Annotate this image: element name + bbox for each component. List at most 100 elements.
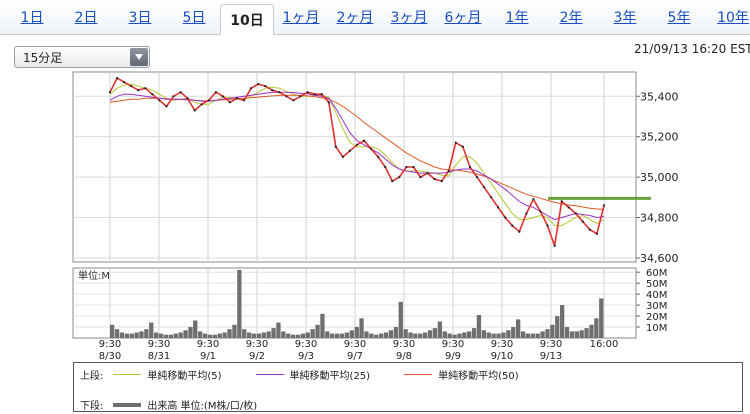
- volume-bar: [599, 298, 604, 338]
- price-point: [306, 91, 309, 94]
- volume-bar: [383, 332, 389, 338]
- price-point: [179, 91, 182, 94]
- volume-bar: [281, 331, 286, 338]
- volume-bar: [144, 329, 149, 338]
- volume-bar: [232, 324, 237, 338]
- volume-bar: [173, 333, 178, 338]
- volume-bar: [354, 327, 359, 338]
- legend-lower-row: 下段: 出来高 単位:(M株/口/枚): [80, 397, 257, 412]
- tab-period-8[interactable]: 6ヶ月: [444, 10, 482, 26]
- volume-bar: [168, 334, 173, 338]
- legend-item: 単純移動平均(25): [255, 367, 370, 382]
- volume-bar: [511, 327, 516, 338]
- tab-period-0[interactable]: 1日: [20, 10, 44, 26]
- price-point: [207, 99, 210, 102]
- price-point: [123, 81, 126, 84]
- volume-bar: [535, 333, 540, 338]
- volume-bar: [242, 329, 247, 338]
- volume-bar: [369, 333, 374, 338]
- tab-period-1[interactable]: 2日: [74, 10, 98, 26]
- tab-period-11[interactable]: 3年: [613, 10, 637, 26]
- price-point: [137, 89, 140, 92]
- price-point: [370, 147, 373, 150]
- price-point: [490, 196, 493, 199]
- price-point: [440, 180, 443, 183]
- volume-bar: [467, 331, 472, 338]
- volume-bar: [486, 332, 491, 338]
- volume-bar: [525, 333, 530, 338]
- x-tick-time: 9:30: [344, 339, 366, 350]
- volume-bar: [564, 327, 570, 338]
- price-point: [363, 139, 366, 142]
- price-point: [257, 83, 260, 86]
- x-tick-date: 9/1: [200, 351, 216, 362]
- price-point: [250, 87, 253, 90]
- interval-select[interactable]: 15分足: [14, 46, 150, 68]
- price-point: [475, 176, 479, 179]
- volume-unit-label: 単位:M: [78, 269, 110, 282]
- tab-period-5[interactable]: 1ヶ月: [282, 10, 320, 26]
- y-tick-label: 34,800: [640, 212, 679, 225]
- x-tick-time: 9:30: [540, 339, 562, 350]
- volume-tick-label: 60M: [646, 268, 667, 279]
- volume-bar: [139, 331, 144, 338]
- volume-bar: [491, 333, 496, 338]
- volume-bar: [320, 313, 325, 338]
- legend-item-label: 単純移動平均(50): [438, 371, 519, 382]
- legend-line-swatch: [404, 374, 433, 375]
- legend-lower-label: 下段:: [80, 401, 104, 412]
- tab-period-10[interactable]: 2年: [559, 10, 583, 26]
- price-point: [130, 85, 133, 88]
- volume-bar: [188, 327, 193, 338]
- price-point: [511, 224, 514, 227]
- volume-bar: [555, 316, 560, 338]
- price-point: [518, 230, 521, 233]
- price-point: [228, 101, 232, 104]
- volume-bar: [207, 334, 213, 338]
- price-point: [278, 91, 281, 94]
- price-point: [497, 206, 500, 209]
- volume-bar: [330, 333, 335, 338]
- price-point: [144, 87, 147, 90]
- x-tick-time: 9:30: [442, 339, 464, 350]
- price-point: [299, 95, 302, 98]
- volume-bar: [114, 329, 120, 338]
- tab-period-9[interactable]: 1年: [505, 10, 529, 26]
- price-point: [151, 93, 154, 96]
- timestamp: 21/09/13 16:20 EST: [634, 42, 750, 56]
- tab-period-3[interactable]: 5日: [182, 10, 206, 26]
- volume-bar: [594, 318, 599, 338]
- volume-bar: [256, 333, 261, 338]
- volume-bar: [496, 333, 501, 338]
- volume-bar: [325, 331, 330, 338]
- volume-bar: [286, 333, 291, 338]
- price-point: [525, 212, 528, 215]
- price-point: [468, 165, 471, 169]
- stock-chart: 9:308/309:308/319:309/19:309/29:309/39:3…: [72, 71, 679, 362]
- volume-bar: [569, 331, 575, 338]
- volume-bar: [403, 329, 408, 338]
- chevron-down-icon: [130, 48, 148, 66]
- x-tick-time: 9:30: [197, 339, 219, 350]
- volume-bar: [471, 328, 477, 338]
- price-point: [348, 149, 351, 152]
- tab-period-12[interactable]: 5年: [667, 10, 691, 26]
- tab-period-4[interactable]: 10日: [220, 4, 274, 35]
- tab-period-13[interactable]: 10年: [717, 10, 749, 26]
- legend-upper-label: 上段:: [80, 371, 104, 382]
- series-line-sma25: [109, 91, 605, 221]
- volume-bar: [437, 321, 442, 338]
- x-tick-date: 9/9: [445, 351, 461, 362]
- price-point: [539, 210, 542, 213]
- volume-bar: [134, 332, 139, 338]
- tab-period-2[interactable]: 3日: [128, 10, 152, 26]
- price-point: [377, 155, 380, 158]
- tab-period-7[interactable]: 3ヶ月: [390, 10, 428, 26]
- tab-period-6[interactable]: 2ヶ月: [336, 10, 374, 26]
- volume-tick-label: 50M: [646, 279, 667, 290]
- x-tick-date: 9/7: [347, 351, 363, 362]
- volume-bar: [560, 305, 565, 338]
- legend-box: 上段: 単純移動平均(5) 単純移動平均(25) 単純移動平均(50) 下段: 出来…: [73, 362, 743, 412]
- legend-line-swatch: [255, 374, 284, 375]
- price-point: [165, 105, 168, 108]
